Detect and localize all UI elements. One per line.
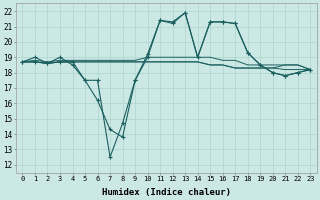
X-axis label: Humidex (Indice chaleur): Humidex (Indice chaleur) bbox=[102, 188, 231, 197]
